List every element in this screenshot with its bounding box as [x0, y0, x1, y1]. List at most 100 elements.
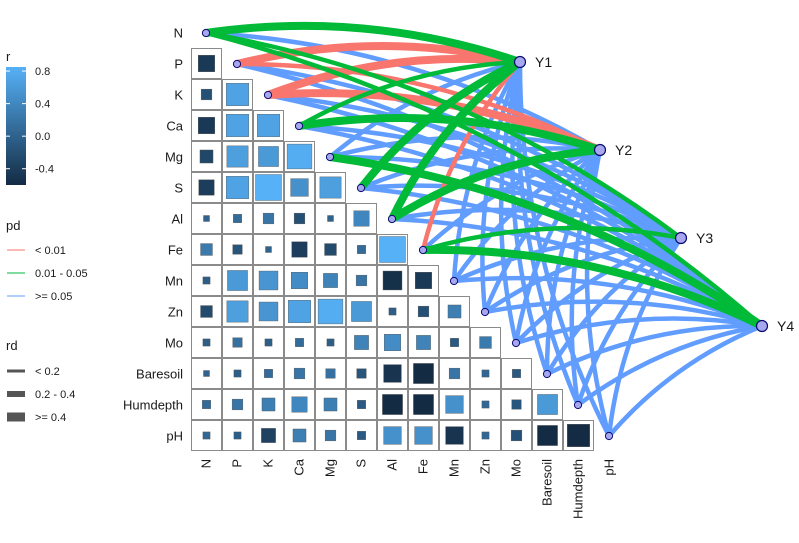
cell-baresoil-mo [501, 358, 532, 389]
legend-rd-label-0: < 0.2 [35, 366, 60, 378]
corr-square-fe-p [232, 244, 243, 255]
corr-square-zn-ca [288, 300, 311, 323]
legend-pd-label-0: < 0.01 [35, 245, 66, 257]
link-al-y1 [388, 58, 524, 223]
col-label-mo: Mo [509, 459, 524, 477]
col-label-p: P [230, 459, 245, 468]
corr-square-al-p [233, 214, 242, 223]
row-label-humdepth: Humdepth [123, 398, 183, 413]
legend-pd-label-2: >= 0.05 [35, 291, 72, 303]
link-baresoil-y1 [510, 59, 550, 377]
corr-square-mo-k [264, 338, 273, 347]
link-humdepth-y2 [569, 147, 603, 408]
row-label-al: Al [171, 212, 183, 227]
node-zn [480, 307, 490, 317]
link-n-y2 [203, 30, 603, 153]
row-label-zn: Zn [168, 305, 183, 320]
corr-square-baresoil-ca [293, 367, 306, 380]
legend-pd: pd < 0.01 0.01 - 0.05 >= 0.05 [6, 218, 88, 304]
corr-square-zn-fe [417, 305, 430, 318]
corr-square-mo-zn [479, 336, 492, 349]
nodes-layer [201, 28, 769, 441]
corr-square-baresoil-zn [481, 369, 490, 378]
cell-ph-ca [284, 420, 315, 451]
col-label-ca: Ca [292, 458, 307, 475]
corr-square-mn-ca [291, 272, 308, 289]
corr-square-mn-p [227, 270, 248, 291]
corr-square-p-n [198, 55, 215, 72]
corr-square-ph-k [261, 428, 276, 443]
node-ph [604, 431, 614, 441]
corr-square-zn-n [200, 305, 213, 318]
corr-square-k-p [226, 83, 249, 106]
corr-square-baresoil-s [356, 368, 367, 379]
legend-rd-swatch-2 [7, 412, 25, 422]
corr-square-ca-p [226, 114, 249, 137]
link-s-y1 [357, 58, 524, 192]
col-label-humdepth: Humdepth [571, 459, 586, 519]
corr-square-al-mg [327, 215, 334, 222]
legend-pd-label-1: 0.01 - 0.05 [35, 268, 88, 280]
link-zn-y4 [482, 299, 765, 329]
corr-square-mo-fe [416, 335, 431, 350]
col-label-k: K [261, 459, 276, 468]
corr-square-baresoil-mn [448, 367, 461, 380]
corr-square-zn-k [258, 301, 279, 322]
corr-square-humdepth-mg [323, 397, 338, 412]
target-label-y3: Y3 [696, 230, 713, 246]
col-label-mg: Mg [323, 459, 338, 477]
col-label-s: S [354, 459, 369, 468]
corr-square-mn-k [258, 270, 279, 291]
corr-square-k-n [200, 88, 213, 101]
link-ca-y2 [295, 113, 604, 154]
col-label-baresoil: Baresoil [540, 459, 555, 506]
legend-rd-label-2: >= 0.4 [35, 412, 66, 424]
target-node-y4 [755, 319, 769, 333]
corr-square-mo-mg [326, 338, 335, 347]
corr-square-mo-s [354, 335, 369, 350]
corr-square-humdepth-fe [413, 394, 434, 415]
corr-square-baresoil-al [383, 364, 402, 383]
node-mo [511, 338, 521, 348]
row-label-ca: Ca [166, 119, 183, 134]
corr-square-zn-al [388, 307, 397, 316]
corr-square-fe-ca [291, 241, 308, 258]
legend-r-ticks: 0.8 0.4 0.0 -0.4 [6, 66, 54, 176]
corr-square-baresoil-k [264, 369, 273, 378]
row-label-n: N [174, 26, 183, 41]
corr-square-ph-zn [481, 431, 490, 440]
corr-square-baresoil-mo [512, 369, 521, 378]
node-mg [325, 152, 335, 162]
corr-square-mo-mn [450, 338, 459, 347]
legend-rd-title: rd [6, 338, 18, 353]
corr-square-humdepth-k [261, 397, 276, 412]
row-label-fe: Fe [168, 243, 183, 258]
legend-rd-items: < 0.2 0.2 - 0.4 >= 0.4 [7, 366, 75, 424]
corr-square-al-k [262, 212, 275, 225]
link-fe-y3 [420, 225, 684, 253]
link-fe-y2 [420, 147, 603, 253]
corr-square-mg-k [258, 146, 279, 167]
corr-square-s-ca [290, 178, 309, 197]
row-label-p: P [174, 57, 183, 72]
node-p [232, 59, 242, 69]
legend-r-tick-label-3: -0.4 [35, 164, 54, 176]
corr-square-ph-n [202, 431, 211, 440]
labels-layer: Y1 Y2 Y3 Y4 N N P P K K Ca Ca Mg Mg S S Al Al Fe Fe Mn Mn Zn Zn… [123, 26, 794, 519]
legend-rd-swatch-0 [7, 369, 25, 373]
row-label-baresoil: Baresoil [136, 367, 183, 382]
node-al [387, 214, 397, 224]
target-label-y2: Y2 [615, 142, 632, 158]
corr-square-zn-mg [317, 298, 344, 325]
corr-square-s-mg [319, 176, 342, 199]
row-label-ph: pH [166, 429, 183, 444]
target-node-y2 [593, 143, 607, 157]
corr-square-al-s [353, 210, 370, 227]
corr-square-mo-ca [295, 338, 304, 347]
link-mo-y1 [498, 59, 523, 346]
corr-square-baresoil-mg [325, 368, 336, 379]
corr-square-al-n [203, 215, 210, 222]
corr-square-mo-n [202, 338, 211, 347]
corr-square-fe-al [379, 236, 406, 263]
